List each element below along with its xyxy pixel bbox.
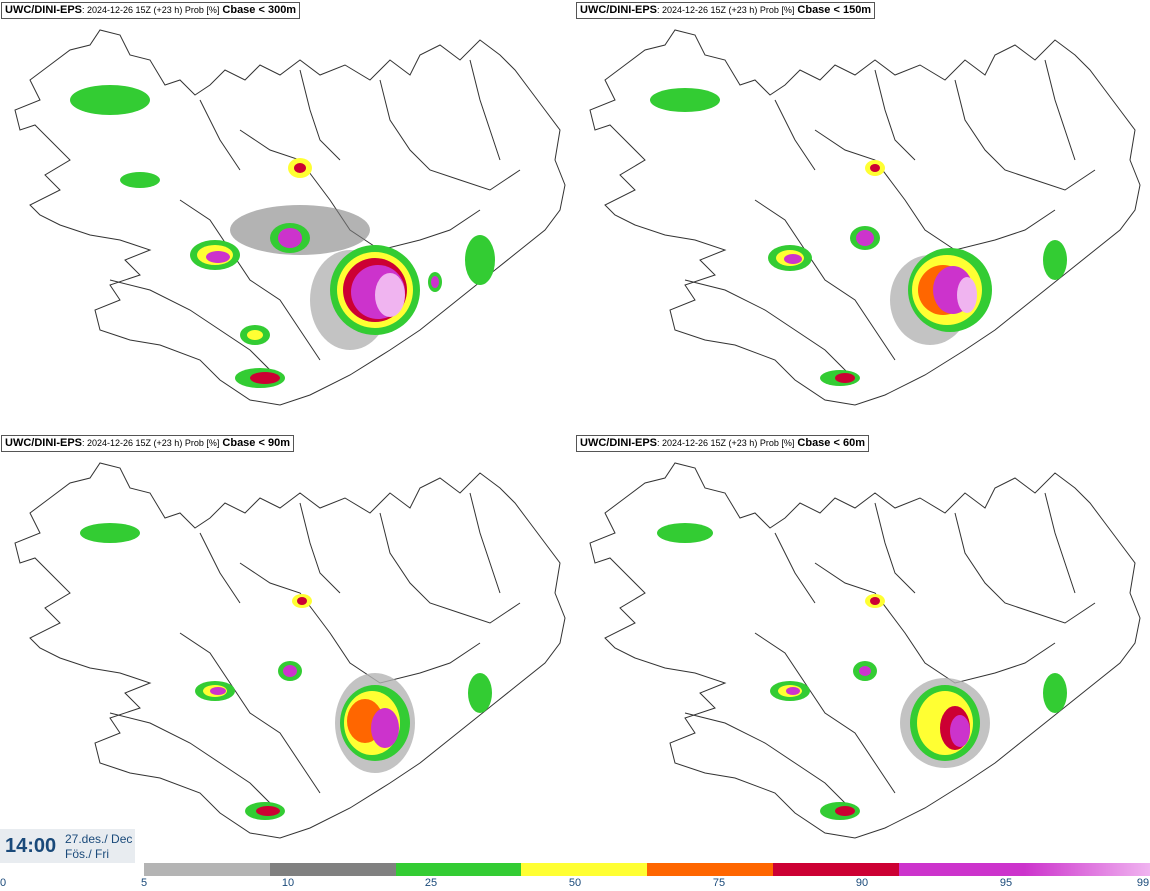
colorbar-tick-label: 99: [1136, 877, 1150, 889]
panel-title: UWC/DINI-EPS: 2024-12-26 15Z (+23 h) Pro…: [1, 2, 301, 19]
valid-time-box: 14:00 27.des./ Dec Fös./ Fri: [0, 829, 135, 863]
colorbar-segment: [1024, 863, 1150, 876]
colorbar-segment: [395, 863, 522, 876]
map-panel-90m: UWC/DINI-EPS: 2024-12-26 15Z (+23 h) Pro…: [0, 433, 575, 863]
colorbar-tick-label: 25: [424, 877, 438, 889]
colorbar-tick-label: 95: [999, 877, 1013, 889]
map-panel-150m: UWC/DINI-EPS: 2024-12-26 15Z (+23 h) Pro…: [575, 0, 1150, 430]
panel-title: UWC/DINI-EPS: 2024-12-26 15Z (+23 h) Pro…: [576, 2, 876, 19]
map-graphic: [589, 29, 1141, 406]
panel-title: UWC/DINI-EPS: 2024-12-26 15Z (+23 h) Pro…: [1, 435, 294, 452]
valid-time-clock: 14:00: [5, 835, 57, 857]
map-graphic: [14, 29, 566, 406]
colorbar-segment: [269, 863, 396, 876]
map-panel-60m: UWC/DINI-EPS: 2024-12-26 15Z (+23 h) Pro…: [575, 433, 1150, 863]
colorbar-tick-label: 75: [712, 877, 726, 889]
colorbar-segment: [521, 863, 647, 876]
colorbar-segment: [898, 863, 1025, 876]
map-panel-300m: UWC/DINI-EPS: 2024-12-26 15Z (+23 h) Pro…: [0, 0, 575, 430]
colorbar-segment: [772, 863, 899, 876]
colorbar-tick-label: 10: [281, 877, 295, 889]
colorbar-segment: [647, 863, 773, 876]
valid-date: 27.des./ Dec: [65, 832, 133, 846]
panel-title: UWC/DINI-EPS: 2024-12-26 15Z (+23 h) Pro…: [576, 435, 869, 452]
colorbar-tick-label: 0: [0, 877, 7, 889]
map-graphic: [14, 462, 566, 839]
colorbar-tick-label: 50: [568, 877, 582, 889]
valid-weekday: Fös./ Fri: [65, 847, 109, 861]
colorbar-segment: [144, 863, 270, 876]
map-graphic: [589, 462, 1141, 839]
colorbar-tick-label: 90: [855, 877, 869, 889]
probability-colorbar: [144, 863, 1150, 876]
colorbar-tick-label: 5: [140, 877, 148, 889]
